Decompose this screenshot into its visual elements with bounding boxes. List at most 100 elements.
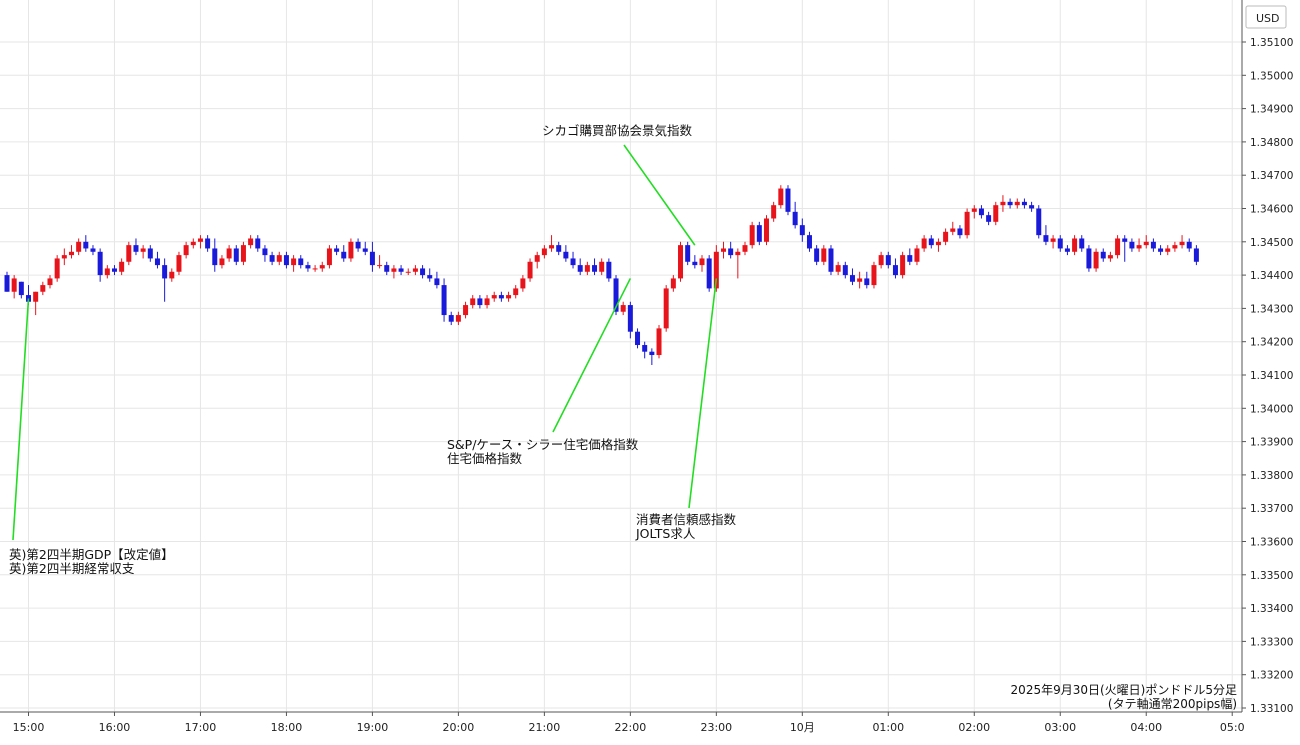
candle-body xyxy=(670,278,676,289)
candle xyxy=(111,265,117,276)
candle-body xyxy=(348,241,354,259)
candle-body xyxy=(219,258,225,266)
candle xyxy=(1029,201,1035,212)
candle xyxy=(577,258,583,276)
y-tick-label: 1.34000 xyxy=(1250,403,1293,415)
candle-body xyxy=(599,261,605,272)
candle-body xyxy=(369,251,375,266)
candle xyxy=(240,241,246,266)
candle xyxy=(197,235,203,249)
candle-body xyxy=(140,248,146,252)
candle-body xyxy=(735,251,741,256)
candle xyxy=(1129,238,1135,252)
candle xyxy=(878,251,884,269)
candle-body xyxy=(470,298,476,306)
candle xyxy=(520,275,526,292)
candle-body xyxy=(212,248,218,266)
candle xyxy=(398,265,404,276)
annotation-leader-line xyxy=(12,298,30,541)
y-tick-label: 1.34800 xyxy=(1250,137,1293,149)
candle xyxy=(692,255,698,269)
candle xyxy=(670,275,676,292)
candle-body xyxy=(1186,241,1192,249)
candle-body xyxy=(190,241,196,246)
candle xyxy=(83,235,89,252)
candle-body xyxy=(298,258,304,266)
candle-body xyxy=(1000,201,1006,206)
x-tick-label: 04:00 xyxy=(1130,721,1162,734)
candle xyxy=(248,235,254,249)
candle-body xyxy=(240,245,246,262)
y-tick-label: 1.34200 xyxy=(1250,337,1293,349)
candle xyxy=(857,271,863,289)
candle-body xyxy=(18,281,24,296)
candle xyxy=(742,241,748,256)
candle-body xyxy=(1136,245,1142,249)
candle-body xyxy=(312,268,318,270)
candle-body xyxy=(606,261,612,279)
candle xyxy=(1165,245,1171,256)
candle xyxy=(312,265,318,272)
candle xyxy=(885,251,891,269)
x-tick-label: 03:00 xyxy=(1044,721,1076,734)
x-tick-label: 19:00 xyxy=(357,721,389,734)
candle xyxy=(986,211,992,226)
candle-body xyxy=(104,268,110,276)
candle xyxy=(1021,198,1027,209)
candle-body xyxy=(1064,248,1070,252)
y-tick-label: 1.35100 xyxy=(1250,37,1293,49)
candle xyxy=(76,238,82,256)
candle-body xyxy=(448,315,454,322)
candle-body xyxy=(355,241,361,249)
candle-body xyxy=(463,305,469,316)
candle-body xyxy=(4,275,10,292)
candle-body xyxy=(678,245,684,279)
candle xyxy=(162,258,168,302)
candle xyxy=(606,258,612,282)
candle-body xyxy=(119,261,125,272)
candle xyxy=(993,201,999,226)
candle-body xyxy=(262,248,268,256)
candle-body xyxy=(549,245,555,249)
candle xyxy=(40,281,46,296)
candle xyxy=(470,295,476,309)
candle xyxy=(678,241,684,282)
candle xyxy=(205,235,211,252)
candle xyxy=(1057,235,1063,252)
candle-body xyxy=(1079,238,1085,249)
candle xyxy=(513,285,519,299)
candle-body xyxy=(1122,238,1128,242)
candle-body xyxy=(842,265,848,276)
candle xyxy=(1072,235,1078,256)
candle xyxy=(477,295,483,309)
candle xyxy=(384,261,390,276)
candle xyxy=(620,301,626,316)
x-tick-label: 18:00 xyxy=(271,721,303,734)
candle-body xyxy=(40,285,46,292)
candle-body xyxy=(169,271,175,279)
candle-body xyxy=(964,211,970,236)
candle-body xyxy=(957,228,963,236)
candle-body xyxy=(978,208,984,216)
candle-body xyxy=(642,345,648,352)
candle-body xyxy=(47,278,53,286)
candle xyxy=(1064,245,1070,256)
candle xyxy=(47,275,53,289)
candle-body xyxy=(1007,201,1013,206)
event-annotations: 英)第2四半期GDP【改定値】英)第2四半期経常収支 シカゴ購買部協会景気指数 S&… xyxy=(9,123,737,576)
candle xyxy=(907,248,913,266)
candle-body xyxy=(11,278,17,292)
x-tick-label: 10月 xyxy=(790,721,815,734)
x-tick-label: 16:00 xyxy=(99,721,131,734)
candle-body xyxy=(563,251,569,259)
candle-body xyxy=(391,268,397,272)
candle-body xyxy=(33,291,39,302)
candle xyxy=(1186,238,1192,252)
y-tick-label: 1.34900 xyxy=(1250,104,1293,116)
candle-body xyxy=(685,245,691,262)
currency-label: USD xyxy=(1256,12,1280,25)
candle-body xyxy=(326,248,332,266)
candle xyxy=(599,258,605,276)
candle xyxy=(455,311,461,326)
candle xyxy=(269,251,275,266)
